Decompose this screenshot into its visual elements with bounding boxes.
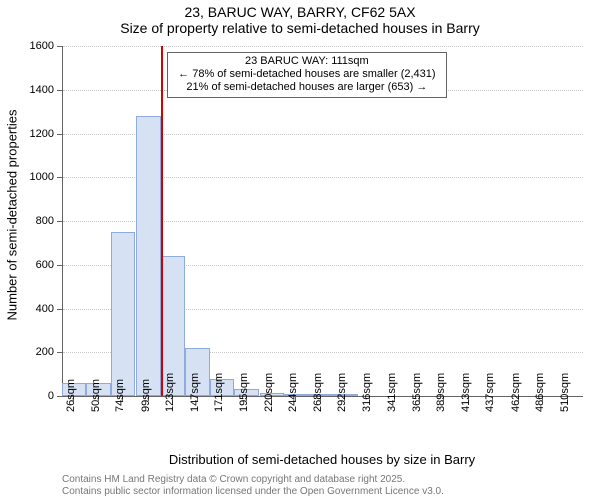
chart-root: 23, BARUC WAY, BARRY, CF62 5AX Size of p…: [0, 0, 600, 500]
y-tick-mark: [57, 90, 62, 91]
y-tick-label: 0: [24, 390, 54, 402]
y-tick-mark: [57, 352, 62, 353]
y-tick-mark: [57, 309, 62, 310]
y-tick-label: 1400: [24, 84, 54, 96]
y-tick-mark: [57, 396, 62, 397]
y-tick-label: 1600: [24, 40, 54, 52]
y-tick-label: 400: [24, 303, 54, 315]
y-tick-mark: [57, 46, 62, 47]
y-tick-label: 600: [24, 259, 54, 271]
y-tick-mark: [57, 221, 62, 222]
plot-area: 23 BARUC WAY: 111sqm ← 78% of semi-detac…: [62, 46, 583, 397]
annotation-line3: 21% of semi-detached houses are larger (…: [172, 81, 442, 94]
y-tick-label: 800: [24, 215, 54, 227]
y-tick-mark: [57, 265, 62, 266]
footer-line1: Contains HM Land Registry data © Crown c…: [62, 474, 405, 485]
y-tick-label: 1200: [24, 128, 54, 140]
x-axis-label: Distribution of semi-detached houses by …: [62, 452, 582, 467]
bar: [111, 232, 135, 396]
y-tick-label: 200: [24, 346, 54, 358]
title-line1: 23, BARUC WAY, BARRY, CF62 5AX: [0, 4, 600, 20]
y-tick-label: 1000: [24, 171, 54, 183]
y-tick-mark: [57, 134, 62, 135]
annotation-box: 23 BARUC WAY: 111sqm ← 78% of semi-detac…: [167, 52, 447, 98]
y-axis-label: Number of semi-detached properties: [5, 121, 20, 321]
footer-line2: Contains public sector information licen…: [62, 486, 444, 497]
y-tick-mark: [57, 177, 62, 178]
marker-line: [161, 46, 163, 396]
bar: [136, 116, 160, 396]
title-line2: Size of property relative to semi-detach…: [0, 20, 600, 36]
grid-line: [63, 46, 583, 47]
annotation-line2: ← 78% of semi-detached houses are smalle…: [172, 68, 442, 81]
chart-title: 23, BARUC WAY, BARRY, CF62 5AX Size of p…: [0, 4, 600, 36]
annotation-line1: 23 BARUC WAY: 111sqm: [172, 55, 442, 68]
